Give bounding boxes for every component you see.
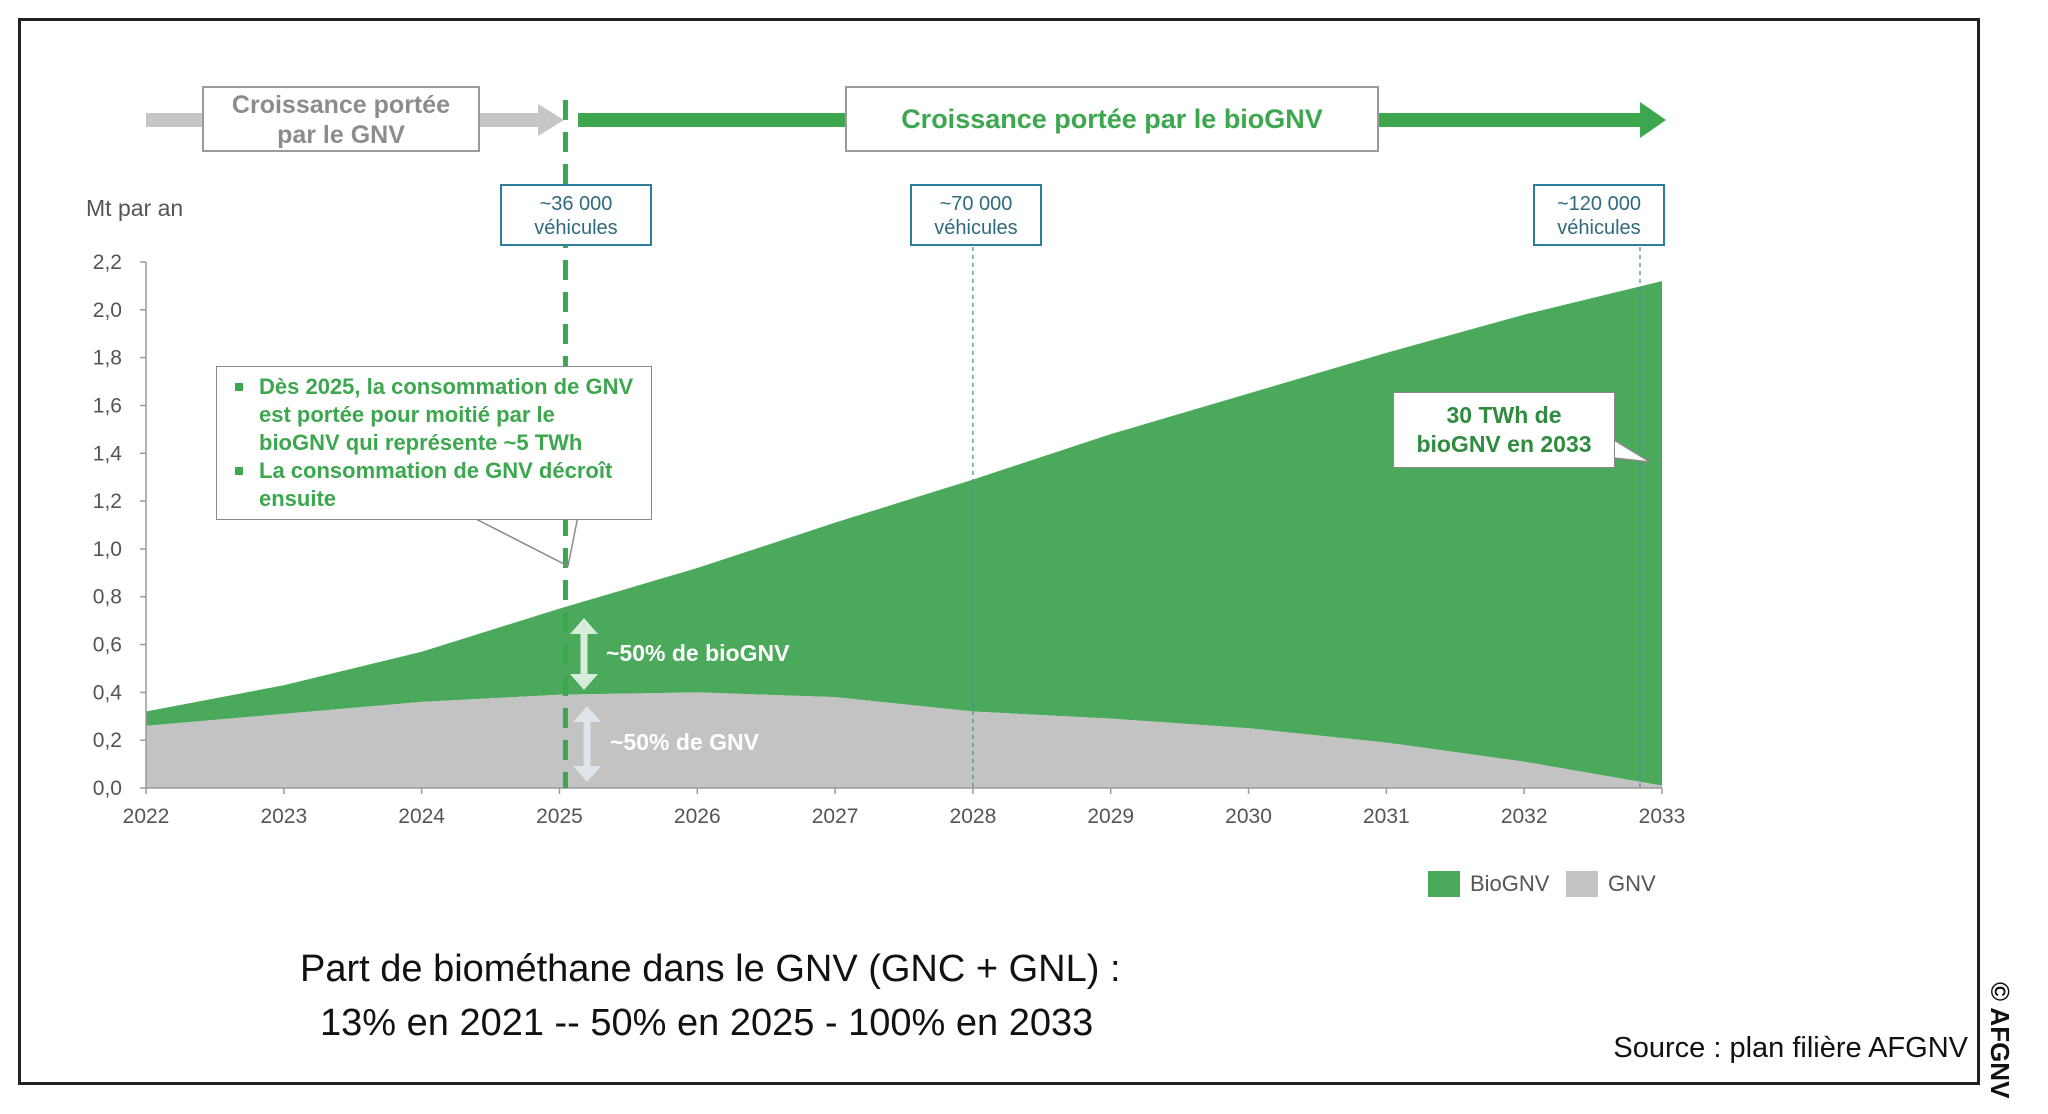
vehicle-marker-2033: ~120 000 véhicules bbox=[1533, 184, 1665, 246]
bullet-item: La consommation de GNV décroît ensuite bbox=[235, 457, 641, 513]
vehicle-count-2028: ~70 000 bbox=[939, 193, 1013, 215]
gnv-phase-arrowhead bbox=[538, 104, 564, 136]
gnv-share-label: ~50% de GNV bbox=[610, 729, 760, 755]
vehicle-unit-2033: véhicules bbox=[1557, 217, 1641, 239]
legend-item-biognv: BioGNV bbox=[1428, 871, 1549, 897]
vehicle-unit-2028: véhicules bbox=[934, 217, 1018, 239]
gnv-share-arrow-head-up bbox=[573, 706, 601, 722]
copyright-note: © AFGNV bbox=[1985, 982, 2015, 1099]
x-tick-label: 2027 bbox=[812, 805, 859, 828]
y-tick-label: 0,4 bbox=[93, 681, 123, 704]
gnv-area bbox=[146, 692, 1662, 788]
y-tick-label: 2,2 bbox=[93, 251, 122, 274]
x-tick-label: 2025 bbox=[536, 805, 583, 828]
biognv-share-arrow bbox=[570, 618, 598, 690]
gnv-share-arrow-head-down bbox=[573, 766, 601, 782]
twh-callout-line1: 30 TWh de bbox=[1446, 402, 1562, 428]
gnv-phase-bar-left bbox=[146, 113, 206, 127]
bullet-callout: Dès 2025, la consommation de GNV est por… bbox=[216, 366, 652, 520]
twh-callout-line2: bioGNV en 2033 bbox=[1416, 431, 1592, 457]
y-tick-label: 2,0 bbox=[93, 299, 122, 322]
x-tick-label: 2031 bbox=[1363, 805, 1410, 828]
legend-item-gnv: GNV bbox=[1566, 871, 1656, 897]
biognv-phase-bar-left bbox=[578, 113, 848, 127]
twh-callout: 30 TWh de bioGNV en 2033 bbox=[1393, 392, 1615, 468]
bullet-item: Dès 2025, la consommation de GNV est por… bbox=[235, 373, 641, 457]
vehicle-marker-2025: ~36 000 véhicules bbox=[500, 184, 652, 246]
y-tick-label: 0,0 bbox=[93, 777, 122, 800]
caption-line-1: Part de biométhane dans le GNV (GNC + GN… bbox=[300, 948, 1121, 990]
vehicle-count-2033: ~120 000 bbox=[1557, 193, 1641, 215]
caption-line-2: 13% en 2021 -- 50% en 2025 - 100% en 203… bbox=[320, 1002, 1094, 1044]
vehicle-marker-2028: ~70 000 véhicules bbox=[910, 184, 1042, 246]
y-tick-label: 1,4 bbox=[93, 442, 123, 465]
y-tick-label: 0,2 bbox=[93, 729, 122, 752]
phase-gnv-line2: par le GNV bbox=[277, 121, 405, 149]
legend-swatch-gnv bbox=[1566, 871, 1598, 897]
y-tick-label: 0,8 bbox=[93, 586, 122, 609]
biognv-share-arrow-head-up bbox=[570, 618, 598, 634]
gnv-share-arrow bbox=[573, 706, 601, 782]
x-tick-label: 2030 bbox=[1225, 805, 1272, 828]
vehicle-count-2025: ~36 000 bbox=[539, 193, 613, 215]
biognv-share-arrow-head-down bbox=[570, 674, 598, 690]
y-axis-label: Mt par an bbox=[86, 195, 183, 221]
phase-gnv-label: Croissance portée par le GNV bbox=[202, 86, 480, 152]
source-note: Source : plan filière AFGNV bbox=[1613, 1032, 1968, 1064]
y-tick-label: 0,6 bbox=[93, 634, 122, 657]
x-tick-label: 2029 bbox=[1087, 805, 1134, 828]
biognv-area bbox=[146, 281, 1662, 786]
twh-callout-pointer bbox=[1613, 439, 1651, 463]
biognv-phase-bar-right bbox=[1377, 113, 1641, 127]
legend-label-biognv: BioGNV bbox=[1470, 871, 1550, 896]
gnv-phase-bar-right bbox=[478, 113, 538, 127]
x-tick-label: 2024 bbox=[398, 805, 445, 828]
phase-gnv-line1: Croissance portée bbox=[231, 91, 451, 119]
biognv-share-label: ~50% de bioGNV bbox=[606, 640, 790, 666]
x-tick-label: 2032 bbox=[1501, 805, 1548, 828]
vehicle-unit-2025: véhicules bbox=[534, 217, 618, 239]
figure-frame bbox=[18, 18, 1980, 1085]
x-tick-label: 2033 bbox=[1639, 805, 1686, 828]
x-tick-label: 2028 bbox=[950, 805, 997, 828]
y-tick-label: 1,2 bbox=[93, 490, 122, 513]
y-tick-label: 1,0 bbox=[93, 538, 122, 561]
legend-label-gnv: GNV bbox=[1608, 871, 1656, 896]
x-tick-label: 2022 bbox=[123, 805, 170, 828]
x-tick-label: 2023 bbox=[260, 805, 307, 828]
biognv-phase-arrowhead bbox=[1640, 102, 1666, 138]
bullet-callout-pointer bbox=[469, 515, 579, 568]
x-tick-label: 2026 bbox=[674, 805, 721, 828]
y-tick-label: 1,8 bbox=[93, 347, 122, 370]
legend-swatch-biognv bbox=[1428, 871, 1460, 897]
phase-biognv-label: Croissance portée par le bioGNV bbox=[845, 86, 1379, 152]
y-tick-label: 1,6 bbox=[93, 394, 122, 417]
